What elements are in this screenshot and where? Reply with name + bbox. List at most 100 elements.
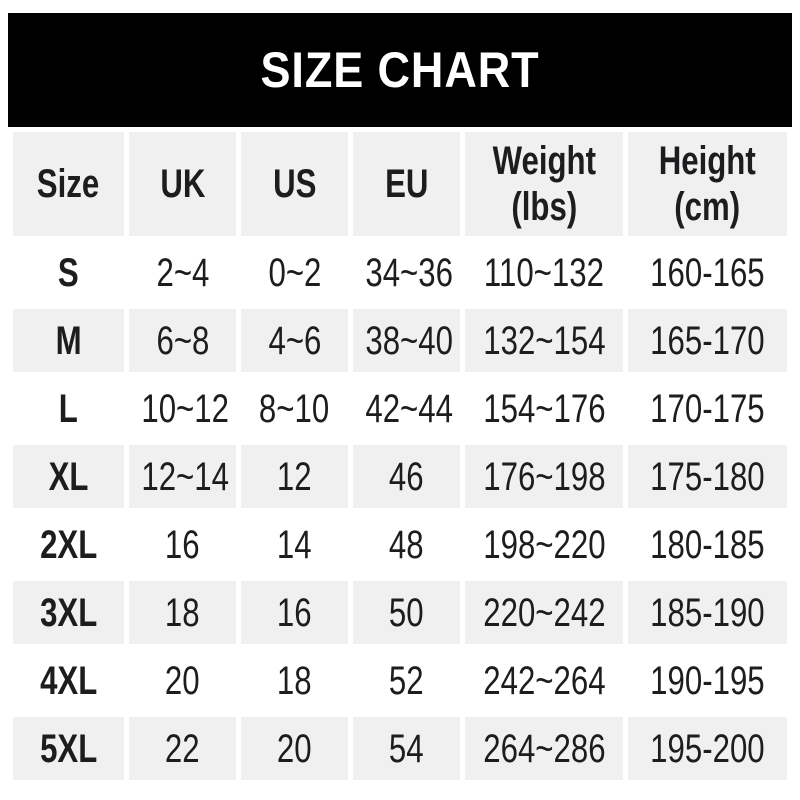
us-value: 4~6	[268, 318, 321, 363]
size-cell: L	[13, 377, 124, 440]
size-cell: XL	[13, 445, 124, 508]
us-cell: 20	[241, 717, 348, 780]
size-label: 5XL	[39, 726, 98, 771]
size-cell: 4XL	[13, 649, 124, 712]
height-cell: 185-190	[628, 581, 787, 644]
us-value: 0~2	[268, 250, 321, 295]
size-chart-banner: SIZE CHART	[8, 13, 792, 127]
height-cell: 160-165	[628, 241, 787, 304]
weight-value: 132~154	[482, 318, 606, 363]
uk-cell: 16	[129, 513, 236, 576]
uk-value: 22	[165, 726, 200, 771]
us-value: 14	[277, 522, 312, 567]
eu-value: 48	[389, 522, 424, 567]
eu-value: 34~36	[365, 250, 453, 295]
uk-value: 10~12	[141, 386, 229, 431]
size-cell: 2XL	[13, 513, 124, 576]
us-cell: 18	[241, 649, 348, 712]
us-value: 20	[277, 726, 312, 771]
us-cell: 8~10	[241, 377, 348, 440]
column-header-label: Size	[37, 162, 100, 206]
eu-value: 42~44	[365, 386, 453, 431]
us-cell: 12	[241, 445, 348, 508]
eu-cell: 54	[353, 717, 460, 780]
eu-value: 52	[389, 658, 424, 703]
height-value: 180-185	[650, 522, 765, 567]
us-cell: 4~6	[241, 309, 348, 372]
size-cell: S	[13, 241, 124, 304]
size-label: 2XL	[39, 522, 98, 567]
weight-value: 242~264	[482, 658, 606, 703]
size-label: 4XL	[39, 658, 98, 703]
column-header-eu: EU	[353, 132, 460, 236]
table-header-row: Size UK US EU Weight (lbs) Height (cm)	[13, 132, 787, 236]
size-label: L	[58, 386, 79, 431]
height-cell: 170-175	[628, 377, 787, 440]
height-value: 175-180	[650, 454, 765, 499]
weight-cell: 132~154	[465, 309, 623, 372]
us-value: 18	[277, 658, 312, 703]
column-header-label: EU	[384, 162, 429, 206]
uk-cell: 20	[129, 649, 236, 712]
uk-cell: 12~14	[129, 445, 236, 508]
size-row-xl: XL 12~14 12 46 176~198 175-180	[13, 445, 787, 508]
uk-cell: 2~4	[129, 241, 236, 304]
eu-value: 46	[389, 454, 424, 499]
uk-value: 18	[165, 590, 200, 635]
weight-cell: 220~242	[465, 581, 623, 644]
column-header-label: UK	[159, 162, 206, 206]
height-value: 165-170	[650, 318, 765, 363]
weight-cell: 154~176	[465, 377, 623, 440]
height-cell: 175-180	[628, 445, 787, 508]
height-value: 185-190	[650, 590, 765, 635]
uk-cell: 22	[129, 717, 236, 780]
height-value: 195-200	[650, 726, 765, 771]
eu-cell: 52	[353, 649, 460, 712]
size-row-l: L 10~12 8~10 42~44 154~176 170-175	[13, 377, 787, 440]
size-label: 3XL	[39, 590, 98, 635]
weight-cell: 242~264	[465, 649, 623, 712]
height-cell: 195-200	[628, 717, 787, 780]
size-row-5xl: 5XL 22 20 54 264~286 195-200	[13, 717, 787, 780]
column-header-label: Weight (lbs)	[492, 139, 596, 229]
us-value: 12	[277, 454, 312, 499]
column-header-label: US	[272, 162, 317, 206]
eu-value: 50	[389, 590, 424, 635]
column-header-size: Size	[13, 132, 124, 236]
eu-cell: 34~36	[353, 241, 460, 304]
us-cell: 14	[241, 513, 348, 576]
weight-cell: 198~220	[465, 513, 623, 576]
eu-cell: 38~40	[353, 309, 460, 372]
size-label: M	[55, 318, 82, 363]
us-cell: 16	[241, 581, 348, 644]
weight-cell: 110~132	[465, 241, 623, 304]
size-row-s: S 2~4 0~2 34~36 110~132 160-165	[13, 241, 787, 304]
eu-cell: 48	[353, 513, 460, 576]
column-header-uk: UK	[129, 132, 236, 236]
column-header-height: Height (cm)	[628, 132, 787, 236]
height-value: 160-165	[650, 250, 765, 295]
size-chart-title: SIZE CHART	[260, 42, 540, 98]
column-header-weight: Weight (lbs)	[465, 132, 623, 236]
uk-cell: 6~8	[129, 309, 236, 372]
weight-value: 176~198	[482, 454, 606, 499]
weight-value: 264~286	[482, 726, 606, 771]
eu-value: 54	[389, 726, 424, 771]
size-cell: 3XL	[13, 581, 124, 644]
us-cell: 0~2	[241, 241, 348, 304]
size-cell: M	[13, 309, 124, 372]
weight-value: 198~220	[482, 522, 606, 567]
column-header-label: Height (cm)	[658, 139, 757, 229]
weight-cell: 176~198	[465, 445, 623, 508]
height-cell: 165-170	[628, 309, 787, 372]
weight-cell: 264~286	[465, 717, 623, 780]
size-row-2xl: 2XL 16 14 48 198~220 180-185	[13, 513, 787, 576]
eu-cell: 42~44	[353, 377, 460, 440]
height-cell: 180-185	[628, 513, 787, 576]
uk-cell: 18	[129, 581, 236, 644]
size-row-4xl: 4XL 20 18 52 242~264 190-195	[13, 649, 787, 712]
uk-cell: 10~12	[129, 377, 236, 440]
us-value: 16	[277, 590, 312, 635]
size-cell: 5XL	[13, 717, 124, 780]
